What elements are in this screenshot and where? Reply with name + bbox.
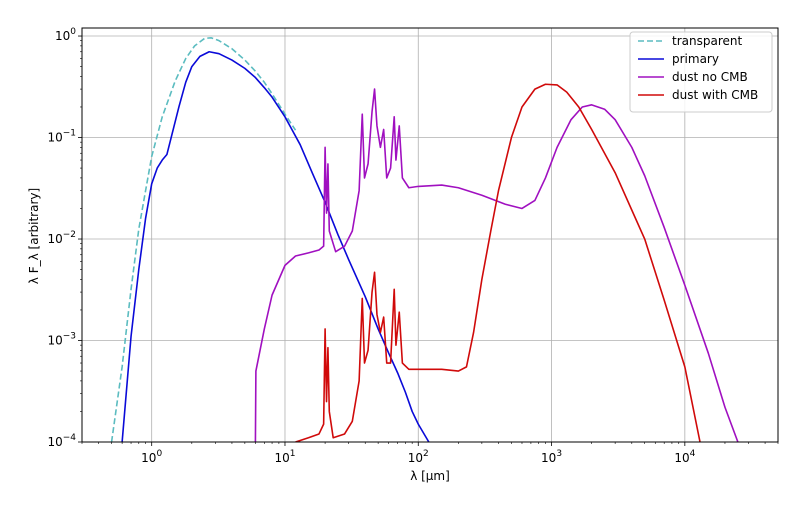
legend-box (629, 31, 773, 113)
x-axis-label: λ [μm] (410, 469, 450, 483)
legend: transparent primary dust no CMB dust with C… (629, 31, 773, 113)
series-layer (110, 37, 739, 442)
series-line-dust-with-CMB (295, 83, 701, 442)
series-line-dust-no-CMB (254, 88, 739, 442)
series-line-transparent (110, 37, 297, 442)
legend-label-primary: primary (672, 52, 719, 66)
legend-label-dust-with-CMB: dust with CMB (672, 88, 758, 102)
y-axis-label: λ F_λ [arbitrary] (27, 188, 41, 284)
plot-frame (81, 27, 779, 443)
legend-label-transparent: transparent (672, 34, 742, 48)
legend-label-dust-no-CMB: dust no CMB (672, 70, 748, 84)
series-line-primary (121, 50, 430, 442)
